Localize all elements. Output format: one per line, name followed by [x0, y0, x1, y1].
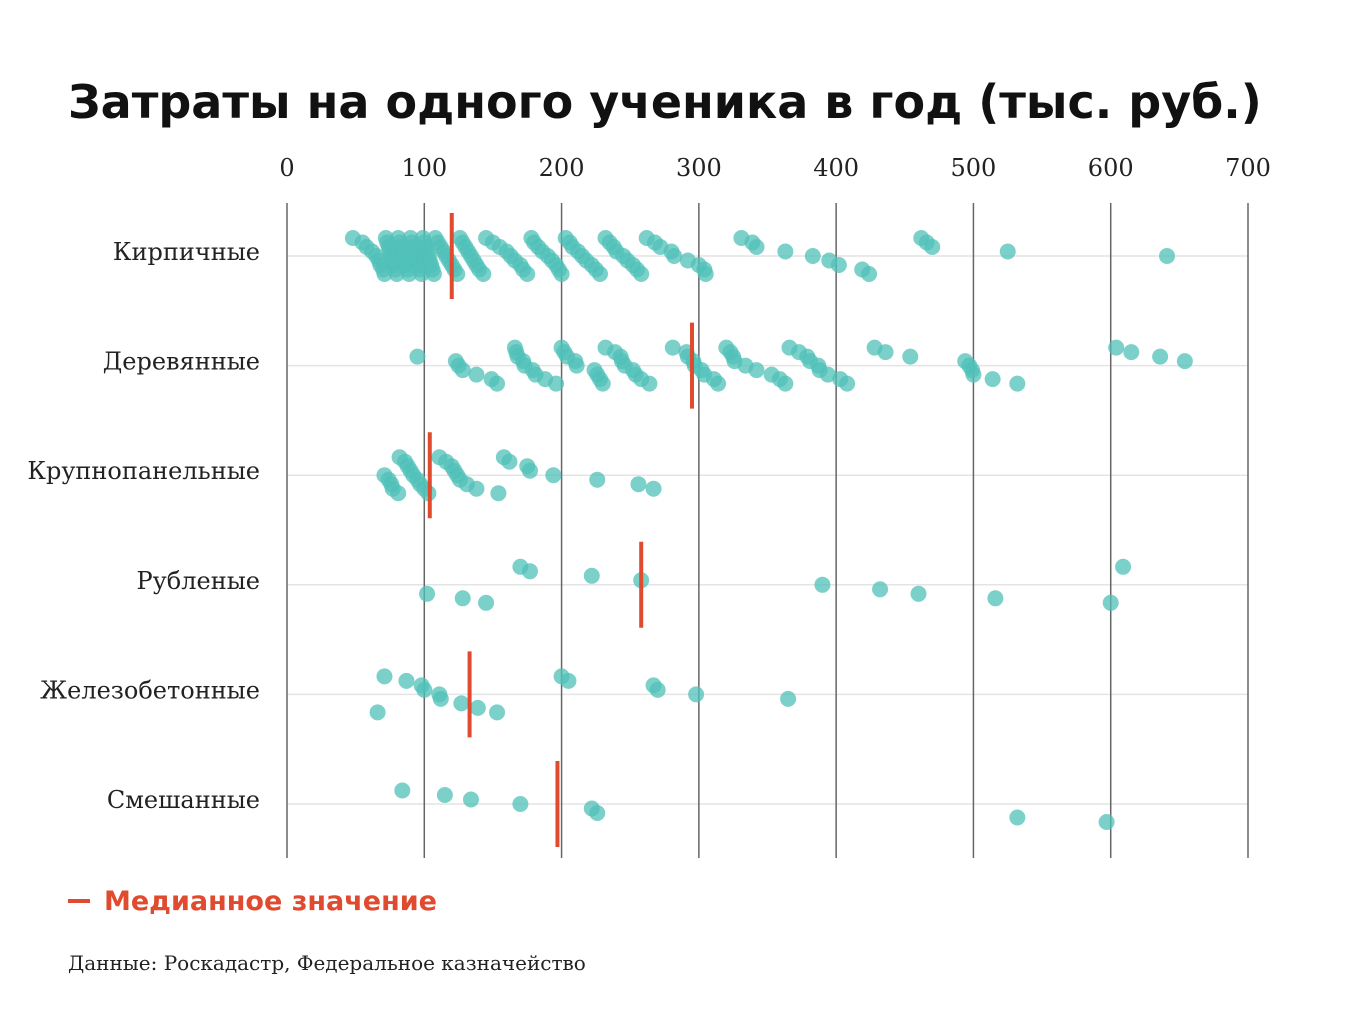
- data-point: [777, 243, 794, 260]
- data-point: [436, 787, 453, 803]
- x-tick-label: 400: [813, 154, 859, 182]
- data-point: [1159, 248, 1176, 264]
- data-point: [999, 243, 1016, 260]
- data-point: [688, 686, 705, 703]
- data-point: [512, 796, 529, 812]
- data-point: [748, 362, 765, 379]
- data-point: [553, 266, 570, 282]
- x-tick-label: 300: [676, 154, 722, 182]
- data-point: [521, 462, 538, 479]
- data-point: [814, 576, 831, 593]
- data-point: [1123, 344, 1140, 361]
- data-point: [641, 375, 658, 392]
- data-point: [877, 344, 894, 361]
- data-point: [409, 348, 426, 365]
- data-point: [454, 362, 471, 379]
- data-point: [830, 257, 847, 273]
- data-point: [501, 453, 518, 470]
- data-point: [1102, 594, 1119, 611]
- data-point: [1108, 339, 1125, 356]
- data-point: [521, 563, 538, 580]
- data-point: [1115, 558, 1132, 575]
- data-point: [780, 690, 797, 707]
- data-point: [777, 375, 794, 392]
- data-point: [398, 672, 415, 689]
- data-point: [489, 375, 506, 392]
- data-point: [1009, 809, 1026, 826]
- data-point: [630, 476, 647, 493]
- data-point: [376, 668, 393, 685]
- data-point: [432, 690, 449, 707]
- data-point: [519, 266, 536, 282]
- data-point: [987, 590, 1004, 607]
- data-point: [490, 485, 507, 502]
- data-point: [804, 248, 821, 264]
- data-point: [649, 681, 666, 698]
- data-point: [369, 704, 386, 721]
- category-label: Рубленые: [137, 567, 260, 595]
- data-point: [984, 371, 1001, 388]
- data-point: [453, 695, 470, 712]
- data-point: [560, 672, 577, 689]
- x-tick-label: 0: [279, 154, 294, 182]
- data-point: [697, 266, 714, 282]
- category-label: Смешанные: [107, 786, 260, 814]
- data-point: [965, 366, 982, 383]
- data-point: [924, 239, 941, 255]
- category-label: Крупнопанельные: [27, 457, 260, 485]
- category-label: Кирпичные: [113, 238, 260, 266]
- data-point: [839, 375, 856, 392]
- data-point: [390, 485, 407, 502]
- data-point: [645, 480, 662, 497]
- x-tick-label: 500: [951, 154, 997, 182]
- data-point: [594, 375, 611, 392]
- x-tick-label: 700: [1225, 154, 1271, 182]
- data-point: [468, 366, 485, 383]
- x-tick-label: 600: [1088, 154, 1134, 182]
- data-point: [478, 594, 495, 611]
- data-point: [902, 348, 919, 365]
- legend-label: Медианное значение: [104, 886, 437, 917]
- data-point: [394, 782, 411, 799]
- category-label: Железобетонные: [40, 676, 260, 704]
- data-point: [419, 585, 436, 602]
- data-point: [1152, 348, 1169, 365]
- data-point: [1176, 353, 1193, 370]
- data-point: [910, 585, 927, 602]
- chart-title: Затраты на одного ученика в год (тыс. ру…: [68, 75, 1262, 129]
- data-point: [872, 581, 889, 598]
- data-point: [664, 339, 681, 356]
- data-point: [469, 699, 486, 716]
- data-point: [589, 805, 606, 821]
- source-note: Данные: Роскадастр, Федеральное казначей…: [68, 951, 586, 975]
- x-tick-label: 200: [539, 154, 585, 182]
- data-point: [592, 266, 609, 282]
- category-label: Деревянные: [103, 348, 260, 376]
- data-point: [861, 266, 878, 282]
- data-point: [454, 590, 471, 607]
- data-point: [819, 366, 836, 383]
- data-point: [583, 567, 600, 584]
- data-point: [425, 266, 442, 282]
- data-point: [548, 375, 565, 392]
- data-point: [633, 266, 650, 282]
- data-point: [748, 239, 765, 255]
- data-point: [475, 266, 492, 282]
- data-point: [710, 375, 727, 392]
- data-point: [468, 480, 485, 497]
- x-tick-label: 100: [401, 154, 447, 182]
- data-point: [1098, 814, 1115, 830]
- data-point: [416, 681, 433, 698]
- data-point: [462, 791, 479, 808]
- data-point: [489, 704, 506, 721]
- data-point: [568, 357, 585, 374]
- data-point: [1009, 375, 1026, 392]
- data-point: [666, 248, 683, 264]
- data-point: [545, 467, 562, 484]
- data-point: [589, 471, 606, 488]
